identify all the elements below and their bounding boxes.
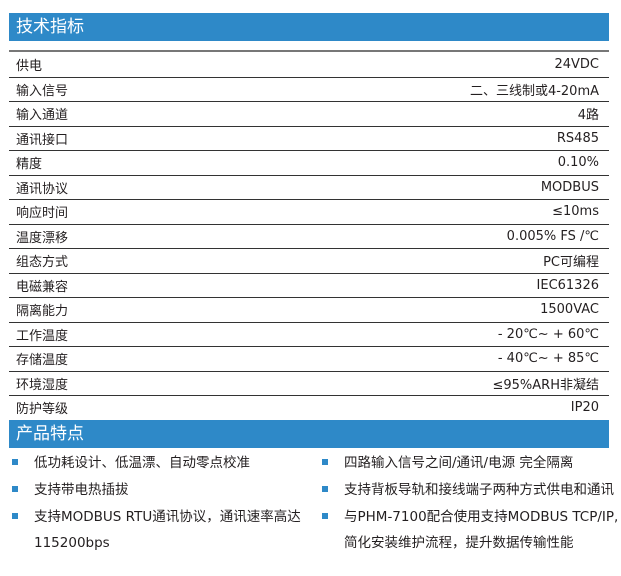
spec-value: - 20℃~ + 60℃ [497, 326, 599, 342]
features-left-column: 低功耗设计、低温漂、自动零点校准 支持带电热插拔支持MODBUS RTU通讯协议，… [9, 450, 314, 556]
spec-label: 组态方式 [16, 255, 69, 271]
spec-value: - 40℃~ + 85℃ [497, 351, 599, 367]
spec-label: 输入信号 [16, 83, 69, 99]
spec-table: 供电 24VDC 输入信号 二、三线制或4-20mA 输入通道 4路通讯接口 RS485 精度… [9, 50, 609, 422]
spec-value: ≤95%ARH非凝结 [492, 377, 600, 393]
spec-value: ≤10ms [552, 204, 599, 220]
bullet-icon [12, 513, 18, 519]
feature-item: 支持带电热插拔 [9, 477, 314, 503]
spec-row: 输入通道 4路 [9, 101, 609, 126]
spec-row: 精度 0.10% [9, 150, 609, 175]
spec-value: 0.005% FS /℃ [506, 228, 599, 244]
spec-value: IP20 [570, 400, 599, 416]
spec-label: 存储温度 [16, 353, 69, 369]
feature-text: 支持背板导轨和接线端子两种方式供电和通讯 [344, 482, 614, 498]
spec-label: 温度漂移 [16, 230, 69, 246]
spec-label: 响应时间 [16, 206, 69, 222]
feature-text: 四路输入信号之间/通讯/电源 完全隔离 [344, 455, 574, 471]
bullet-icon [12, 486, 18, 492]
spec-label: 供电 [16, 58, 43, 74]
spec-value: IEC61326 [536, 277, 599, 293]
spec-value: PC可编程 [543, 255, 599, 271]
spec-label: 环境湿度 [16, 377, 69, 393]
features-section-header: 产品特点 [9, 420, 609, 448]
spec-label: 隔离能力 [16, 304, 69, 320]
spec-row: 通讯接口 RS485 [9, 125, 609, 151]
spec-row: 防护等级 IP20 [9, 395, 609, 420]
spec-row: 输入信号 二、三线制或4-20mA [9, 76, 609, 102]
spec-value: 4路 [577, 108, 599, 124]
feature-text: 支持带电热插拔 [34, 482, 129, 498]
spec-row: 电磁兼容 IEC61326 [9, 272, 609, 298]
spec-label: 输入通道 [16, 108, 69, 124]
bullet-icon [12, 459, 18, 465]
spec-row: 通讯协议 MODBUS [9, 174, 609, 200]
spec-value: RS485 [556, 130, 599, 146]
spec-label: 通讯接口 [16, 132, 69, 148]
spec-value: 1500VAC [540, 302, 599, 318]
spec-row: 供电 24VDC [9, 52, 609, 77]
feature-text: 支持MODBUS RTU通讯协议，通讯速率高达115200bps [34, 509, 301, 551]
feature-item: 四路输入信号之间/通讯/电源 完全隔离 [319, 450, 621, 476]
bullet-icon [322, 459, 328, 465]
bullet-icon [322, 513, 328, 519]
spec-row: 组态方式 PC可编程 [9, 248, 609, 273]
spec-row: 工作温度 - 20℃~ + 60℃ [9, 321, 609, 347]
spec-label: 通讯协议 [16, 181, 69, 197]
spec-row: 环境湿度 ≤95%ARH非凝结 [9, 370, 609, 396]
spec-label: 防护等级 [16, 402, 69, 418]
feature-item: 低功耗设计、低温漂、自动零点校准 [9, 450, 314, 476]
spec-label: 工作温度 [16, 328, 69, 344]
feature-text: 与PHM-7100配合使用支持MODBUS TCP/IP,简化安装维护流程，提升… [344, 509, 619, 551]
spec-value: 0.10% [557, 155, 599, 171]
spec-value: MODBUS [540, 179, 599, 195]
feature-item: 与PHM-7100配合使用支持MODBUS TCP/IP,简化安装维护流程，提升… [319, 504, 621, 556]
spec-label: 电磁兼容 [16, 279, 69, 295]
feature-item: 支持MODBUS RTU通讯协议，通讯速率高达115200bps [9, 504, 314, 556]
spec-label: 精度 [16, 157, 43, 173]
spec-row: 温度漂移 0.005% FS /℃ [9, 223, 609, 249]
spec-section-header: 技术指标 [9, 13, 609, 41]
spec-value: 24VDC [554, 56, 599, 72]
spec-row: 存储温度 - 40℃~ + 85℃ [9, 346, 609, 371]
feature-text: 低功耗设计、低温漂、自动零点校准 [34, 455, 250, 471]
spec-value: 二、三线制或4-20mA [469, 83, 599, 99]
feature-item: 支持背板导轨和接线端子两种方式供电和通讯 [319, 477, 621, 503]
bullet-icon [322, 486, 328, 492]
spec-row: 隔离能力 1500VAC [9, 297, 609, 322]
features-right-column: 四路输入信号之间/通讯/电源 完全隔离支持背板导轨和接线端子两种方式供电和通讯与… [319, 450, 621, 556]
spec-row: 响应时间 ≤10ms [9, 199, 609, 224]
